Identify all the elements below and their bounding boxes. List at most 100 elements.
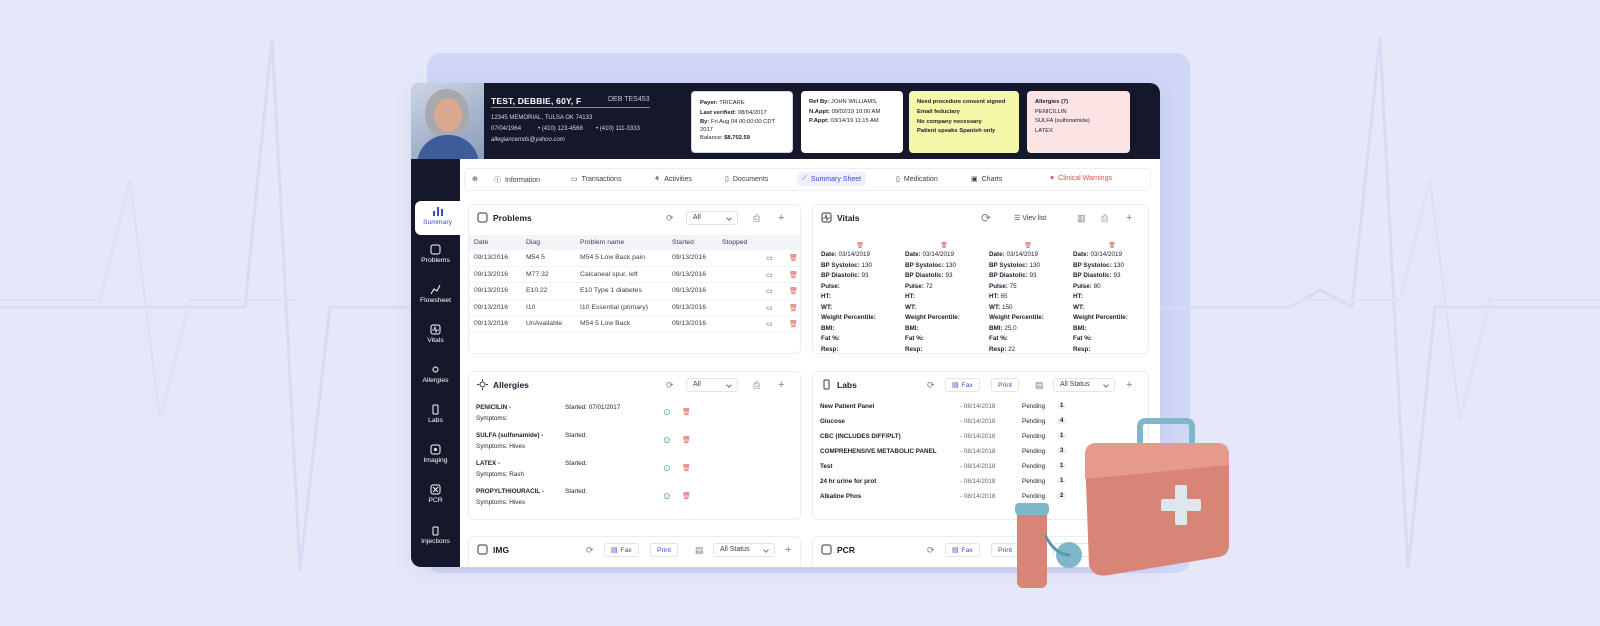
lab-status: Pending <box>1022 463 1046 470</box>
folder-icon[interactable]: ▭ <box>766 255 773 262</box>
print-icon[interactable]: ⎙ <box>753 213 761 223</box>
refresh-icon[interactable]: ⟳ <box>927 545 935 555</box>
print-icon[interactable]: ⎙ <box>753 380 761 390</box>
table-row[interactable]: 09/13/2016 M54 5 M54 5 Low Back pain 09/13/… <box>469 250 800 267</box>
folder-icon[interactable]: ▭ <box>766 271 773 279</box>
tab-medication[interactable]: ▯ Medication <box>896 175 938 184</box>
chart-icon[interactable]: ▥ <box>1077 213 1086 223</box>
sun-icon <box>432 366 439 373</box>
allergy-item[interactable]: SULFA (sulfonamide) - Symptoms: Hives <box>476 432 544 450</box>
patient-phone1: • (410) 123-4568 <box>538 126 583 132</box>
check-icon[interactable]: ⊙ <box>663 491 671 501</box>
table-row[interactable]: 09/13/2016 E10.22 E10 Type 1 diabetes 09/13… <box>469 283 800 300</box>
lab-name[interactable]: 24 hr urine for prot <box>820 478 877 485</box>
tab-documents[interactable]: ▯ Documents <box>725 175 769 184</box>
add-icon[interactable]: + <box>778 379 785 391</box>
labs-status-filter[interactable]: All Status <box>1053 378 1115 392</box>
lab-name[interactable]: New Patient Panel <box>820 403 875 410</box>
trash-icon[interactable]: 🗑 <box>940 243 948 249</box>
add-icon[interactable]: + <box>785 544 792 556</box>
trash-icon[interactable]: 🗑 <box>682 465 691 472</box>
allergy-item[interactable]: PENICILIN - Symptoms: <box>476 404 511 422</box>
trash-icon[interactable]: 🗑 <box>789 321 798 328</box>
refresh-icon[interactable]: ⟳ <box>927 380 935 390</box>
tab-charts[interactable]: ▣ Charts <box>971 175 1003 184</box>
vital-ht: HT: <box>1073 293 1083 300</box>
print-icon[interactable]: ⎙ <box>1101 213 1109 223</box>
sidebar-item-problems[interactable]: Problems <box>415 244 456 264</box>
list-icon[interactable]: ▤ <box>1035 380 1044 390</box>
referral-card[interactable]: Ref By: JOHN WILLIAMS, N.Appt: 09/02/19 … <box>801 91 903 153</box>
trash-icon[interactable]: 🗑 <box>682 493 691 500</box>
folder-icon[interactable]: ▭ <box>766 321 773 328</box>
lab-name[interactable]: CBC (INCLUDES DIFF/PLT) <box>820 433 901 440</box>
tab-information[interactable]: ⓘ Information <box>494 176 541 185</box>
lab-name[interactable]: Alkaline Phos <box>820 493 862 500</box>
flask-icon <box>823 379 830 390</box>
tab-summary-sheet[interactable]: ⟋ Summary Sheet <box>797 172 867 186</box>
sidebar-item-pcr[interactable]: PCR <box>415 484 456 504</box>
table-row[interactable]: 09/13/2016 I10 I10 Essential (primary) 09/1… <box>469 300 800 316</box>
trash-icon[interactable]: 🗑 <box>682 437 691 444</box>
trash-icon[interactable]: 🗑 <box>789 304 798 312</box>
trend-icon: ⟋ <box>802 175 807 182</box>
trash-icon[interactable]: 🗑 <box>856 243 864 249</box>
table-row[interactable]: 09/13/2016 M77.32 Calcaneal spur, left 09/1… <box>469 267 800 283</box>
trash-icon[interactable]: 🗑 <box>789 288 798 295</box>
refresh-icon[interactable]: ⟳ <box>666 213 674 223</box>
tab-transactions[interactable]: ▭ Transactions <box>571 175 622 184</box>
sidebar-item-vitals[interactable]: Vitals <box>415 324 456 344</box>
allergy-card[interactable]: Allergies (7) PENICILLIN SULFA (sulfonami… <box>1027 91 1130 153</box>
vital-pulse: Pulse: <box>821 282 840 290</box>
payer-card[interactable]: Payer: TRICARE Last verified: 08/04/2017… <box>691 91 793 153</box>
sidebar-item-injections[interactable]: Injections <box>415 525 456 545</box>
sidebar-item-labs[interactable]: Labs <box>415 404 456 424</box>
add-tab-icon[interactable]: ⊕ <box>472 176 478 183</box>
list-icon[interactable]: ▤ <box>695 545 704 555</box>
add-icon[interactable]: + <box>1126 212 1133 224</box>
trash-icon[interactable]: 🗑 <box>789 271 798 279</box>
trash-icon[interactable]: 🗑 <box>1024 243 1032 249</box>
check-icon[interactable]: ⊙ <box>663 407 671 417</box>
refresh-icon[interactable]: ⟳ <box>981 211 992 225</box>
lab-name[interactable]: Test <box>820 463 833 470</box>
allergy-item[interactable]: LATEX - Symptoms: Rash <box>476 460 524 478</box>
problems-filter[interactable]: All <box>686 211 738 225</box>
vital-bpd: BP Diastolic: 93 <box>989 272 1037 279</box>
img-status-filter[interactable]: All Status <box>713 543 775 557</box>
check-icon[interactable]: ⊙ <box>663 435 671 445</box>
refresh-icon[interactable]: ⟳ <box>586 545 594 555</box>
lab-name[interactable]: COMPREHENSIVE METABOLIC PANEL <box>820 448 937 455</box>
sidebar-item-flowsheet[interactable]: Flowsheet <box>415 284 456 304</box>
table-row[interactable]: 09/13/2016 UnAvailable M54 5 Low Back 09/13… <box>469 316 800 333</box>
check-icon[interactable]: ⊙ <box>663 463 671 473</box>
refresh-icon[interactable]: ⟳ <box>666 380 674 390</box>
sidebar-item-allergies[interactable]: Allergies <box>415 364 456 384</box>
trash-icon[interactable]: 🗑 <box>1108 243 1116 249</box>
fax-button[interactable]: ▤ Fax <box>604 543 639 557</box>
allergy-started: Started: <box>565 460 588 467</box>
fax-button[interactable]: ▤ Fax <box>945 378 980 392</box>
sidebar-item-imaging[interactable]: Imaging <box>415 444 456 464</box>
tab-activities[interactable]: ⚘ Activities <box>654 175 692 184</box>
grid-icon <box>430 244 441 255</box>
print-button[interactable]: Print <box>650 543 678 557</box>
tab-clinical-warnings[interactable]: ♥ Clinical Warnings <box>1050 175 1112 182</box>
allergies-filter[interactable]: All <box>686 378 738 392</box>
problems-icon <box>477 212 488 223</box>
folder-icon[interactable]: ▭ <box>766 304 773 312</box>
trash-icon[interactable]: 🗑 <box>682 409 691 416</box>
vital-date: Date: 03/14/2019 <box>821 251 871 258</box>
view-list-button[interactable]: ☰ Viev list <box>1014 215 1047 222</box>
folder-icon[interactable]: ▭ <box>766 288 773 295</box>
fax-button[interactable]: ▤ Fax <box>945 543 980 557</box>
vital-wt: WT: <box>905 303 917 311</box>
print-button[interactable]: Print <box>991 378 1019 392</box>
sidebar-item-summary[interactable]: Summary <box>415 201 460 235</box>
add-icon[interactable]: + <box>1126 379 1133 391</box>
notes-card[interactable]: Need procedure consent signed Email fedu… <box>909 91 1019 153</box>
allergy-item[interactable]: PROPYLTHIOURACIL - Symptoms: Hives <box>476 488 544 506</box>
lab-name[interactable]: Glucose <box>820 418 845 425</box>
trash-icon[interactable]: 🗑 <box>789 255 798 262</box>
add-icon[interactable]: + <box>778 212 785 224</box>
